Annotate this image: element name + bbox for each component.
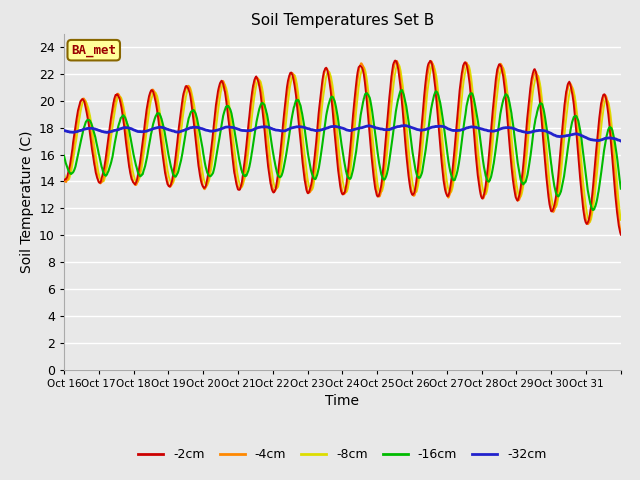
Text: BA_met: BA_met xyxy=(71,44,116,57)
X-axis label: Time: Time xyxy=(325,394,360,408)
Title: Soil Temperatures Set B: Soil Temperatures Set B xyxy=(251,13,434,28)
Legend: -2cm, -4cm, -8cm, -16cm, -32cm: -2cm, -4cm, -8cm, -16cm, -32cm xyxy=(133,443,552,466)
Y-axis label: Soil Temperature (C): Soil Temperature (C) xyxy=(20,131,33,273)
